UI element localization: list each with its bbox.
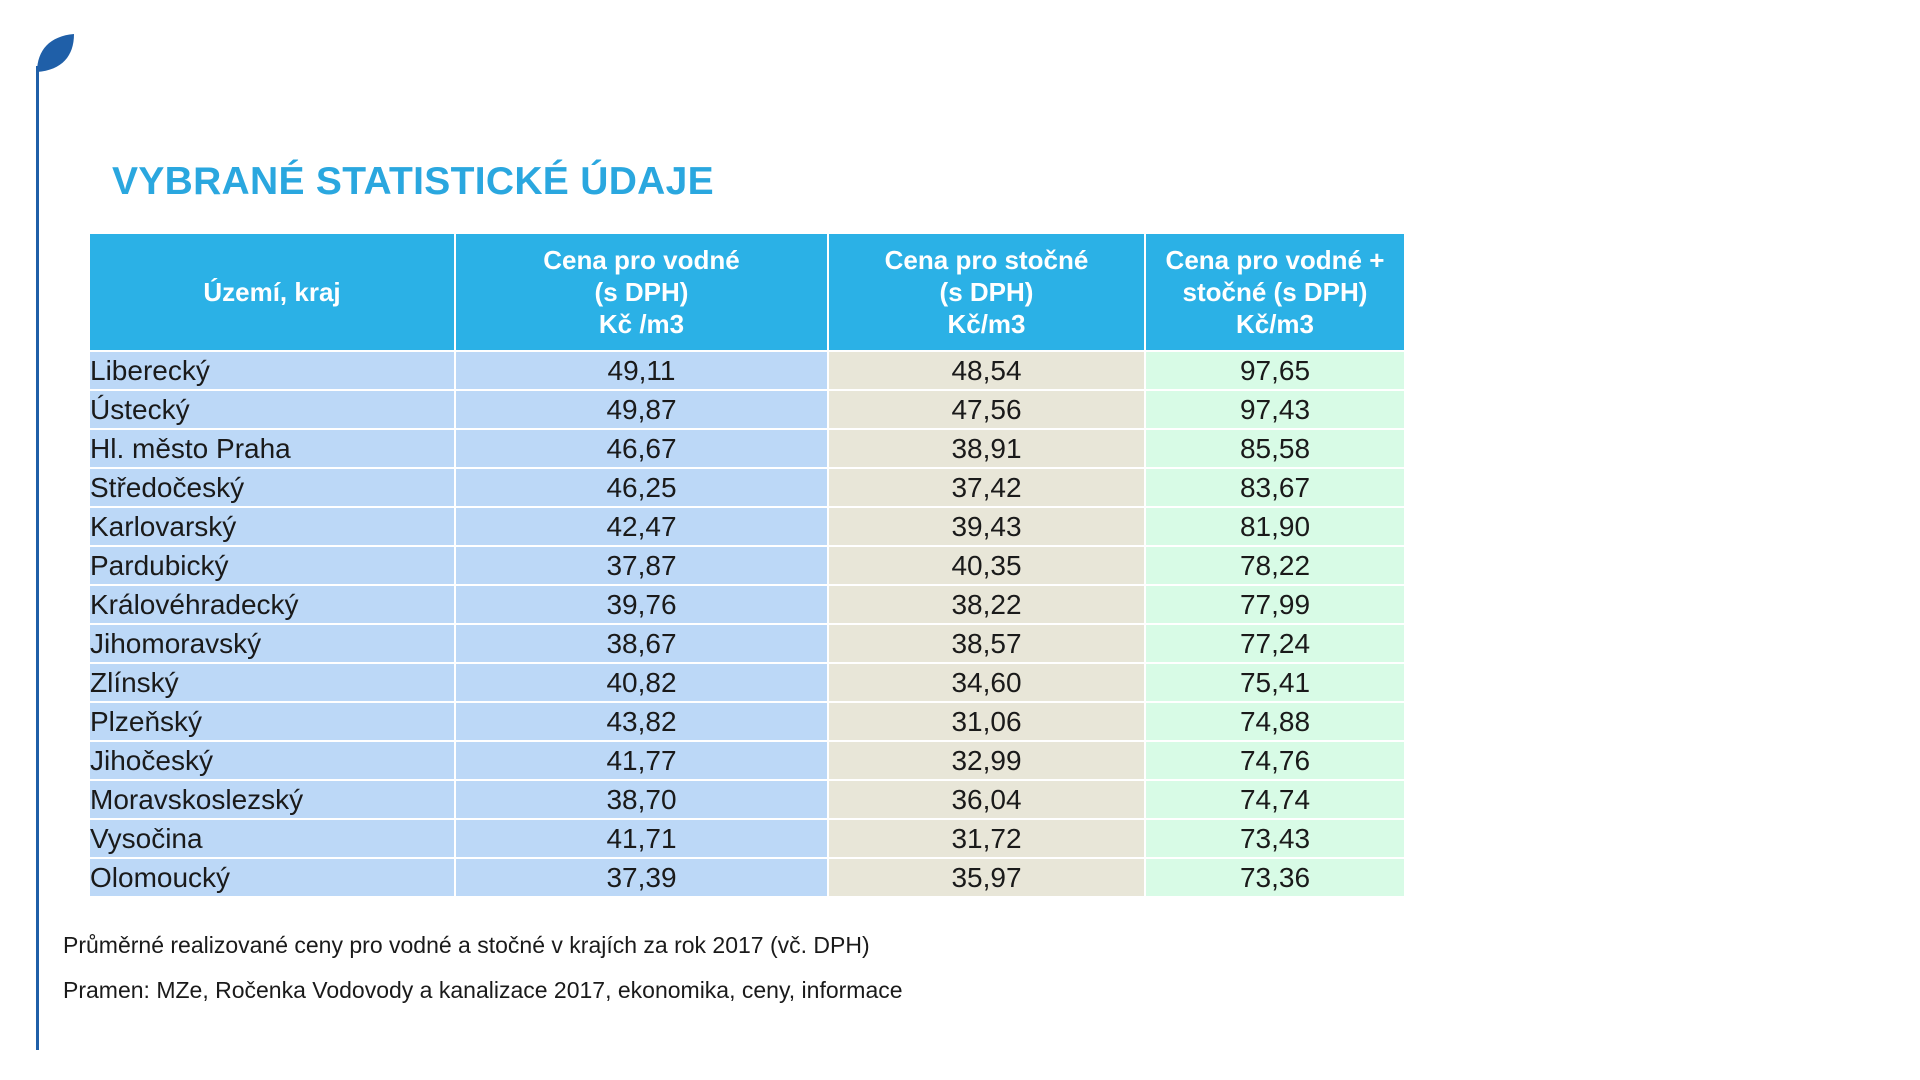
header-total: Cena pro vodné + stočné (s DPH) Kč/m3 xyxy=(1144,232,1406,352)
region-cell: Olomoucký xyxy=(88,857,456,898)
vodne-cell: 37,87 xyxy=(454,545,829,586)
header-vodne: Cena pro vodné (s DPH) Kč /m3 xyxy=(454,232,829,352)
header-total-unit: Kč/m3 xyxy=(1235,309,1315,339)
region-cell: Liberecký xyxy=(88,350,456,391)
table-row: Vysočina 41,71 31,72 73,43 xyxy=(88,818,1406,859)
table-row: Zlínský 40,82 34,60 75,41 xyxy=(88,662,1406,703)
table-row: Jihočeský 41,77 32,99 74,76 xyxy=(88,740,1406,781)
vodne-cell: 40,82 xyxy=(454,662,829,703)
vodne-cell: 46,67 xyxy=(454,428,829,469)
stocne-cell: 38,22 xyxy=(827,584,1146,625)
stocne-cell: 38,57 xyxy=(827,623,1146,664)
vodne-cell: 39,76 xyxy=(454,584,829,625)
total-cell: 83,67 xyxy=(1144,467,1406,508)
region-cell: Pardubický xyxy=(88,545,456,586)
stocne-cell: 40,35 xyxy=(827,545,1146,586)
region-cell: Jihočeský xyxy=(88,740,456,781)
table-row: Pardubický 37,87 40,35 78,22 xyxy=(88,545,1406,586)
stocne-cell: 32,99 xyxy=(827,740,1146,781)
vodne-cell: 38,70 xyxy=(454,779,829,820)
header-stocne-line1: Cena pro stočné xyxy=(884,245,1089,275)
region-cell: Ústecký xyxy=(88,389,456,430)
page-title: VYBRANÉ STATISTICKÉ ÚDAJE xyxy=(112,160,714,203)
region-cell: Moravskoslezský xyxy=(88,779,456,820)
table-row: Liberecký 49,11 48,54 97,65 xyxy=(88,350,1406,391)
table-row: Moravskoslezský 38,70 36,04 74,74 xyxy=(88,779,1406,820)
stocne-cell: 37,42 xyxy=(827,467,1146,508)
accent-line xyxy=(36,66,39,1050)
total-cell: 73,36 xyxy=(1144,857,1406,898)
header-region-label: Území, kraj xyxy=(203,276,341,307)
total-cell: 97,43 xyxy=(1144,389,1406,430)
header-total-line1: Cena pro vodné + xyxy=(1165,245,1385,275)
vodne-cell: 37,39 xyxy=(454,857,829,898)
stocne-cell: 38,91 xyxy=(827,428,1146,469)
stocne-cell: 31,72 xyxy=(827,818,1146,859)
header-total-line2: stočné (s DPH) xyxy=(1182,277,1368,307)
table-row: Olomoucký 37,39 35,97 73,36 xyxy=(88,857,1406,898)
vodne-cell: 38,67 xyxy=(454,623,829,664)
stocne-cell: 31,06 xyxy=(827,701,1146,742)
total-cell: 97,65 xyxy=(1144,350,1406,391)
table-row: Ústecký 49,87 47,56 97,43 xyxy=(88,389,1406,430)
vodne-cell: 46,25 xyxy=(454,467,829,508)
total-cell: 77,24 xyxy=(1144,623,1406,664)
vodne-cell: 49,11 xyxy=(454,350,829,391)
table-caption: Průměrné realizované ceny pro vodné a st… xyxy=(63,932,870,958)
header-vodne-unit: Kč /m3 xyxy=(598,309,685,339)
header-vodne-line2: (s DPH) xyxy=(594,277,689,307)
stocne-cell: 48,54 xyxy=(827,350,1146,391)
stocne-cell: 35,97 xyxy=(827,857,1146,898)
region-cell: Vysočina xyxy=(88,818,456,859)
stocne-cell: 39,43 xyxy=(827,506,1146,547)
header-stocne: Cena pro stočné (s DPH) Kč/m3 xyxy=(827,232,1146,352)
header-stocne-line2: (s DPH) xyxy=(939,277,1034,307)
region-cell: Zlínský xyxy=(88,662,456,703)
total-cell: 74,74 xyxy=(1144,779,1406,820)
leaf-icon xyxy=(37,34,74,72)
total-cell: 85,58 xyxy=(1144,428,1406,469)
region-cell: Středočeský xyxy=(88,467,456,508)
table-row: Plzeňský 43,82 31,06 74,88 xyxy=(88,701,1406,742)
region-cell: Plzeňský xyxy=(88,701,456,742)
vodne-cell: 41,77 xyxy=(454,740,829,781)
header-region: Území, kraj xyxy=(88,232,456,352)
header-stocne-unit: Kč/m3 xyxy=(947,309,1026,339)
price-table: Území, kraj Cena pro vodné (s DPH) Kč /m… xyxy=(88,232,1406,898)
table-row: Jihomoravský 38,67 38,57 77,24 xyxy=(88,623,1406,664)
region-cell: Hl. město Praha xyxy=(88,428,456,469)
region-cell: Královéhradecký xyxy=(88,584,456,625)
vodne-cell: 42,47 xyxy=(454,506,829,547)
total-cell: 77,99 xyxy=(1144,584,1406,625)
total-cell: 81,90 xyxy=(1144,506,1406,547)
header-vodne-line1: Cena pro vodné xyxy=(543,245,740,275)
region-cell: Karlovarský xyxy=(88,506,456,547)
stocne-cell: 47,56 xyxy=(827,389,1146,430)
vodne-cell: 49,87 xyxy=(454,389,829,430)
region-cell: Jihomoravský xyxy=(88,623,456,664)
total-cell: 74,76 xyxy=(1144,740,1406,781)
total-cell: 74,88 xyxy=(1144,701,1406,742)
total-cell: 75,41 xyxy=(1144,662,1406,703)
table-row: Karlovarský 42,47 39,43 81,90 xyxy=(88,506,1406,547)
stocne-cell: 36,04 xyxy=(827,779,1146,820)
source-note: Pramen: MZe, Ročenka Vodovody a kanaliza… xyxy=(63,977,903,1003)
stocne-cell: 34,60 xyxy=(827,662,1146,703)
table-row: Hl. město Praha 46,67 38,91 85,58 xyxy=(88,428,1406,469)
vodne-cell: 43,82 xyxy=(454,701,829,742)
table-header-row: Území, kraj Cena pro vodné (s DPH) Kč /m… xyxy=(88,232,1406,352)
vodne-cell: 41,71 xyxy=(454,818,829,859)
total-cell: 78,22 xyxy=(1144,545,1406,586)
table-row: Královéhradecký 39,76 38,22 77,99 xyxy=(88,584,1406,625)
table-row: Středočeský 46,25 37,42 83,67 xyxy=(88,467,1406,508)
total-cell: 73,43 xyxy=(1144,818,1406,859)
